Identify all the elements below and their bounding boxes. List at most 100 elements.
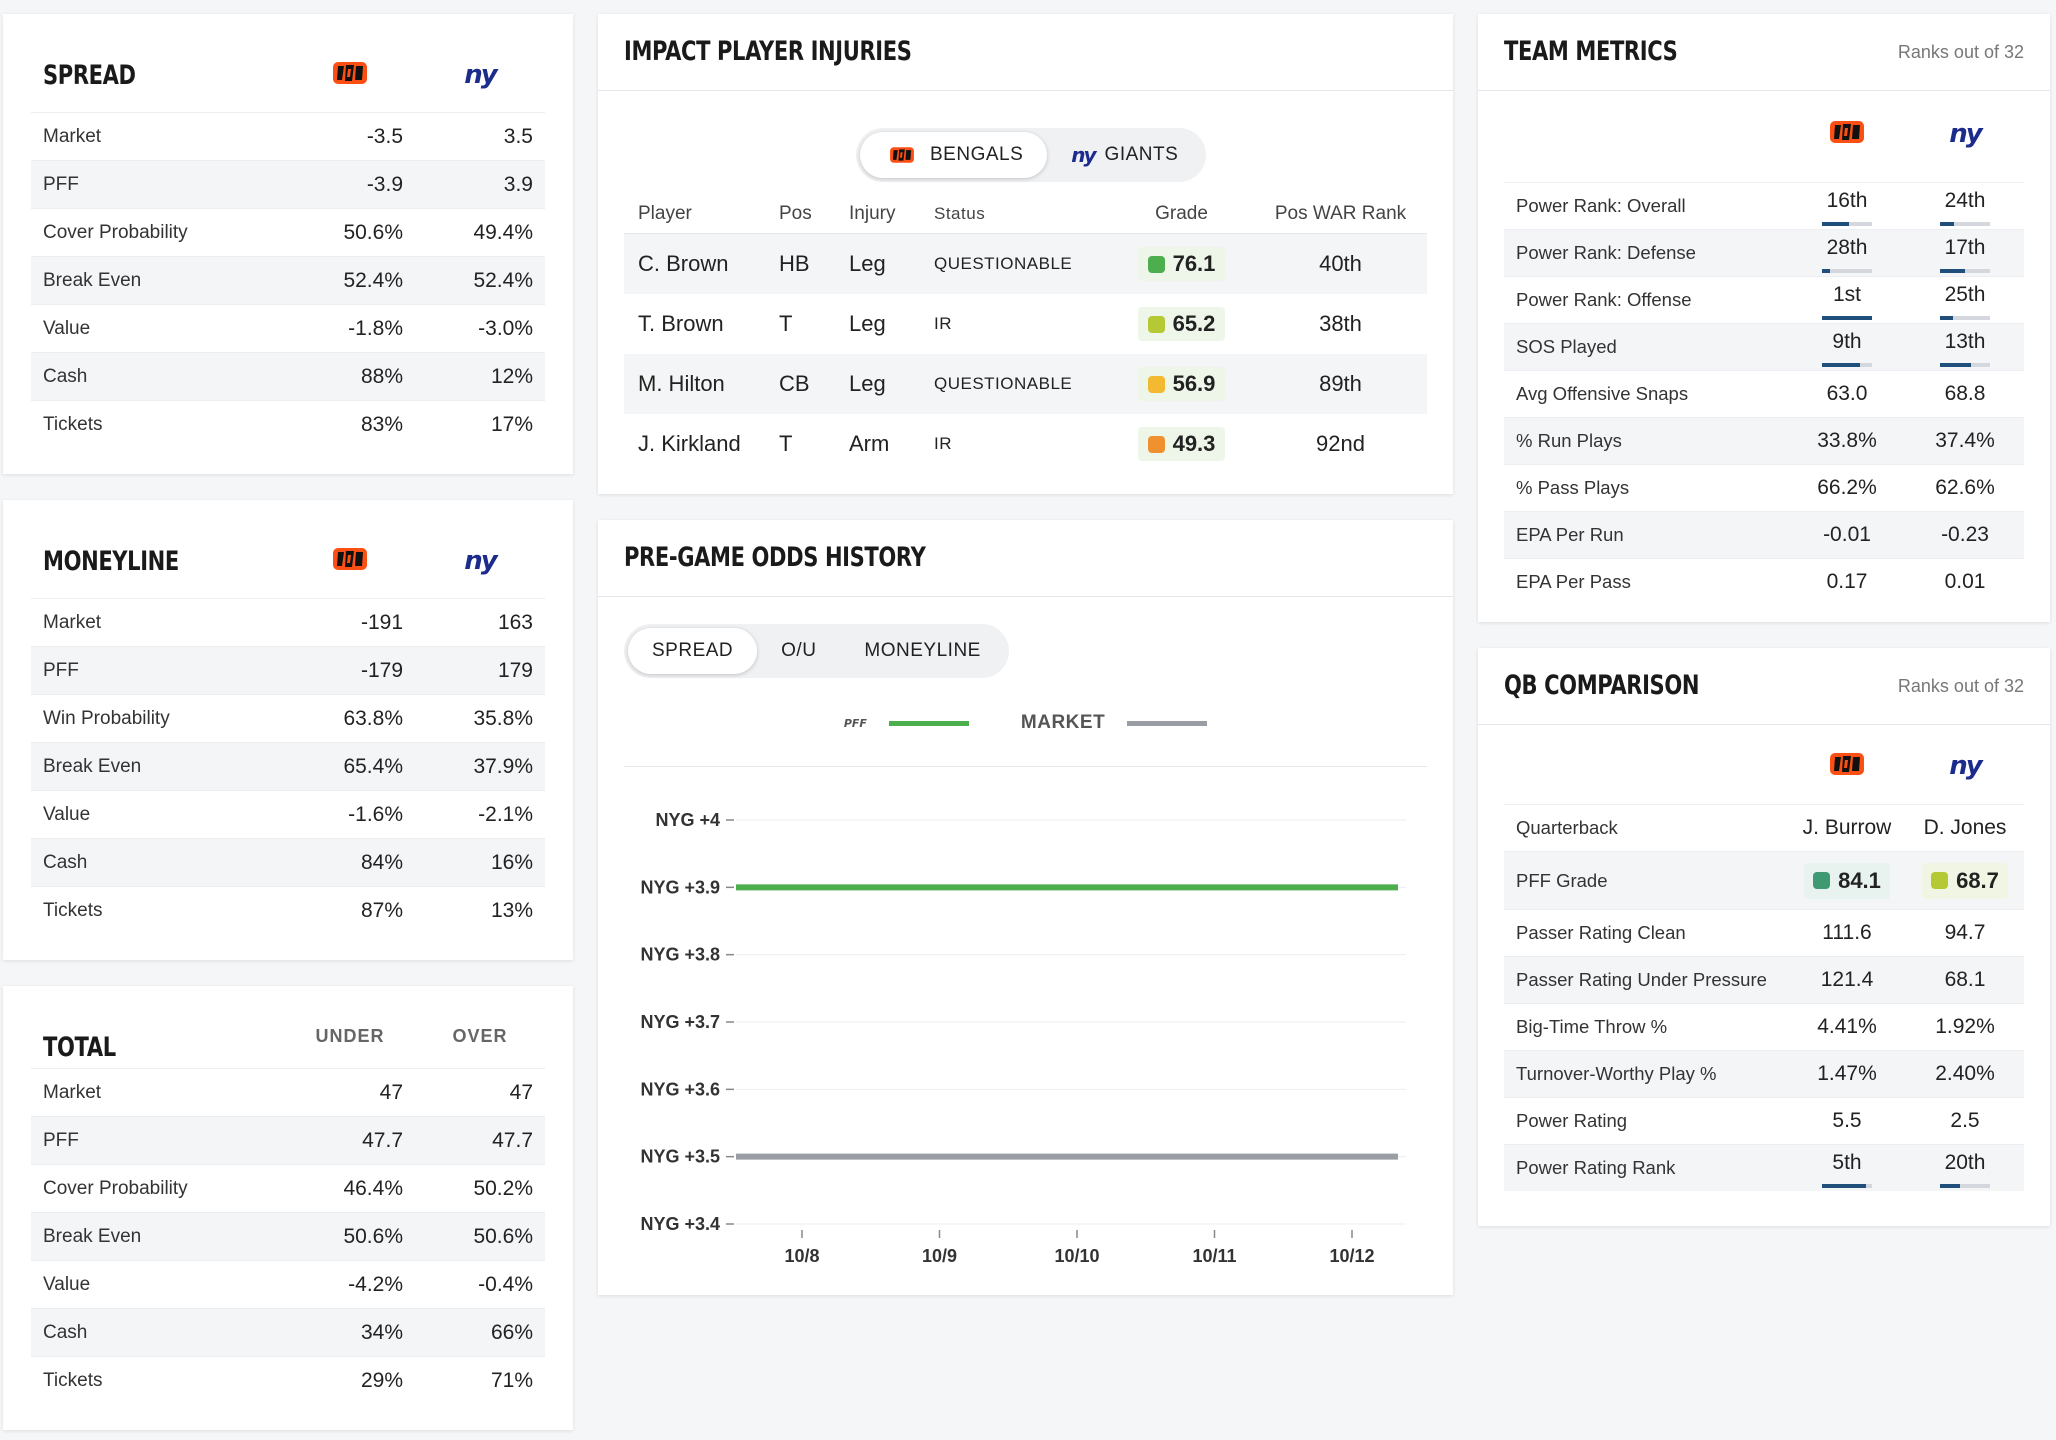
tab-spread[interactable]: SPREAD bbox=[628, 628, 758, 674]
qb-label: Power Rating Rank bbox=[1516, 1157, 1676, 1178]
row-value-away: -3.0% bbox=[478, 316, 533, 340]
table-row: Tickets 29% 71% bbox=[31, 1356, 545, 1404]
metric-away-value: 17th bbox=[1944, 236, 1986, 259]
row-value-home: 47.7 bbox=[362, 1128, 403, 1152]
qb-away: 2.5 bbox=[1906, 1109, 2024, 1133]
y-tick-label: NYG +3.9 bbox=[640, 877, 720, 897]
total-card: TOTAL UNDER OVER Market 47 47 PFF 47.7 47.7 Co… bbox=[3, 986, 573, 1430]
table-row: Tickets 83% 17% bbox=[31, 400, 545, 448]
player-injury: Leg bbox=[849, 251, 886, 276]
row-value-away: 179 bbox=[497, 658, 533, 682]
player-name: C. Brown bbox=[638, 251, 729, 276]
row-value-home: 88% bbox=[360, 364, 403, 388]
y-tick-label: NYG +3.4 bbox=[640, 1214, 720, 1234]
row-label: Cash bbox=[43, 851, 88, 873]
row-value-away: 71% bbox=[490, 1368, 533, 1392]
moneyline-card: MONEYLINE ny Market -191 163 PFF -179 179 Win … bbox=[3, 500, 573, 960]
tab-bengals-label: BENGALS bbox=[930, 144, 1024, 165]
rank-bar-fill bbox=[1940, 222, 1955, 226]
row-value-away: 13% bbox=[490, 898, 533, 922]
qb-away: 68.1 bbox=[1906, 968, 2024, 992]
row-value-home: 29% bbox=[360, 1368, 403, 1392]
header-war-rank: Pos WAR Rank bbox=[1274, 202, 1407, 224]
grade-cell: 49.3 bbox=[1109, 427, 1254, 461]
grade-badge: 56.9 bbox=[1137, 367, 1226, 401]
row-label: Market bbox=[43, 125, 102, 147]
metric-home-value: 1st bbox=[1832, 283, 1861, 306]
row-value-home: -179 bbox=[360, 658, 403, 682]
war-rank: 38th bbox=[1319, 311, 1362, 336]
table-row: Cover Probability 50.6% 49.4% bbox=[31, 208, 545, 256]
qb-label: Passer Rating Under Pressure bbox=[1516, 969, 1767, 990]
table-row: Win Probability 63.8% 35.8% bbox=[31, 694, 545, 742]
moneyline-title: MONEYLINE bbox=[43, 545, 179, 577]
metric-row: % Pass Plays 66.2% 62.6% bbox=[1504, 464, 2024, 511]
table-row: Tickets 87% 13% bbox=[31, 886, 545, 934]
metric-away-value: 62.6% bbox=[1935, 476, 1995, 499]
injury-row: T. Brown T Leg IR 65.2 38th bbox=[624, 294, 1427, 354]
row-value-home: 50.6% bbox=[343, 220, 403, 244]
injuries-table-header: Player Pos Injury Status Grade Pos WAR R… bbox=[624, 194, 1427, 234]
tab-ou[interactable]: O/U bbox=[781, 640, 817, 661]
row-value-away: 50.2% bbox=[473, 1176, 533, 1200]
player-name: T. Brown bbox=[638, 311, 724, 336]
spread-title: SPREAD bbox=[43, 59, 136, 91]
table-row: PFF -179 179 bbox=[31, 646, 545, 694]
qb-row: Power Rating 5.5 2.5 bbox=[1504, 1097, 2024, 1144]
war-rank: 92nd bbox=[1316, 431, 1365, 456]
metric-home-value: 66.2% bbox=[1817, 476, 1877, 499]
metric-away-value: 37.4% bbox=[1935, 429, 1995, 452]
qb-ranks-note: Ranks out of 32 bbox=[1897, 676, 2024, 696]
metric-away: 25th bbox=[1906, 283, 2024, 320]
qb-home: J. Burrow bbox=[1788, 816, 1906, 840]
giants-logo-icon: ny bbox=[464, 60, 497, 90]
spread-table: Market -3.5 3.5 PFF -3.9 3.9 Cover Probability… bbox=[31, 112, 545, 448]
player-status: IR bbox=[934, 314, 952, 333]
row-label: PFF bbox=[43, 1129, 79, 1151]
row-label: Break Even bbox=[43, 269, 142, 291]
rank-bar-fill bbox=[1822, 316, 1872, 320]
total-title: TOTAL bbox=[43, 1031, 116, 1063]
tab-moneyline[interactable]: MONEYLINE bbox=[864, 640, 981, 661]
qb-away: D. Jones bbox=[1906, 816, 2024, 840]
metric-row: Power Rank: Defense 28th 17th bbox=[1504, 229, 2024, 276]
qb-value: 68.1 bbox=[1944, 968, 1986, 991]
odds-history-card: PRE-GAME ODDS HISTORY SPREAD O/U MONEYLI… bbox=[598, 520, 1453, 1295]
row-label: Cover Probability bbox=[43, 221, 188, 243]
grade-value: 65.2 bbox=[1172, 311, 1216, 336]
metric-away-value: 13th bbox=[1944, 330, 1986, 353]
qb-value: 2.5 bbox=[1950, 1109, 1980, 1132]
metric-home-value: 28th bbox=[1826, 236, 1868, 259]
metric-label: Avg Offensive Snaps bbox=[1516, 383, 1689, 404]
moneyline-table: Market -191 163 PFF -179 179 Win Probability 63… bbox=[31, 598, 545, 934]
rank-bar-fill bbox=[1940, 363, 1972, 367]
rank-bar-fill bbox=[1940, 316, 1953, 320]
table-row: Market -191 163 bbox=[31, 598, 545, 646]
row-value-home: 65.4% bbox=[343, 754, 403, 778]
row-value-away: 47 bbox=[509, 1080, 533, 1104]
qb-comparison-title: QB COMPARISON bbox=[1504, 670, 1700, 701]
qb-value: 20th bbox=[1944, 1151, 1986, 1174]
rank-bar-fill bbox=[1822, 222, 1849, 226]
metric-row: % Run Plays 33.8% 37.4% bbox=[1504, 417, 2024, 464]
grade-value: 76.1 bbox=[1172, 251, 1216, 276]
tab-bengals[interactable]: BENGALS bbox=[860, 132, 1048, 178]
metric-home: 16th bbox=[1788, 189, 1906, 226]
odds-history-chart: NYG +4 NYG +3.9 NYG +3.8 NYG +3.7 NYG +3.6 NY… bbox=[640, 810, 1406, 1266]
row-value-away: 16% bbox=[490, 850, 533, 874]
metric-away-value: 25th bbox=[1944, 283, 1986, 306]
qb-home: 5th bbox=[1788, 1151, 1906, 1188]
metric-away: 24th bbox=[1906, 189, 2024, 226]
qb-away: 2.40% bbox=[1906, 1062, 2024, 1086]
tab-giants[interactable]: ny GIANTS bbox=[1047, 132, 1202, 178]
rank-bar bbox=[1822, 363, 1872, 367]
metric-away: 17th bbox=[1906, 236, 2024, 273]
row-label: Value bbox=[43, 1273, 91, 1295]
x-tick-label: 10/8 bbox=[784, 1246, 819, 1266]
metric-home-value: 9th bbox=[1832, 330, 1862, 353]
row-value-away: 3.9 bbox=[503, 172, 533, 196]
team-toggle: BENGALS ny GIANTS bbox=[856, 128, 1207, 182]
spread-card: SPREAD ny Market -3.5 3.5 PFF -3.9 3.9 Cover P… bbox=[3, 14, 573, 474]
header-injury: Injury bbox=[849, 202, 896, 224]
table-row: Break Even 50.6% 50.6% bbox=[31, 1212, 545, 1260]
